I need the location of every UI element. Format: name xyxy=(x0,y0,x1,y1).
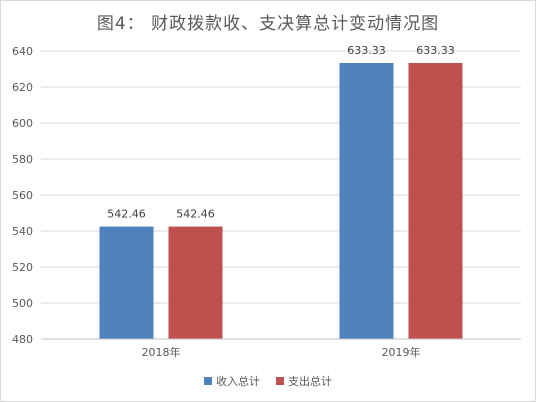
data-label: 542.46 xyxy=(107,208,146,221)
y-tick-label: 480 xyxy=(12,333,33,346)
bar xyxy=(99,226,154,339)
bars: 542.46 542.46 633.33 633.33 xyxy=(99,44,463,339)
y-tick-label: 500 xyxy=(12,297,33,310)
legend-item-expense: 支出总计 xyxy=(276,373,332,389)
y-tick-label: 580 xyxy=(12,153,33,166)
chart-title: 图4： 财政拨款收、支决算总计变动情况图 xyxy=(96,14,440,34)
data-label: 633.33 xyxy=(347,44,386,57)
y-tick-label: 620 xyxy=(12,81,33,94)
legend-item-income: 收入总计 xyxy=(204,373,260,389)
y-tick-label: 600 xyxy=(12,117,33,130)
x-axis: 2018年 2019年 xyxy=(41,338,521,359)
legend-label-income: 收入总计 xyxy=(216,375,260,388)
x-tick-label: 2019年 xyxy=(382,345,421,359)
legend-swatch-expense xyxy=(276,377,284,385)
data-label: 633.33 xyxy=(416,44,455,57)
bar xyxy=(339,63,394,339)
legend: 收入总计 支出总计 xyxy=(1,373,535,389)
y-tick-label: 560 xyxy=(12,189,33,202)
y-tick-label: 640 xyxy=(12,45,33,58)
bar xyxy=(168,226,223,339)
x-tick-label: 2018年 xyxy=(142,345,181,359)
y-axis: 480 500 520 540 560 580 600 620 640 xyxy=(12,45,33,346)
legend-swatch-income xyxy=(204,377,212,385)
y-tick-label: 540 xyxy=(12,225,33,238)
bar xyxy=(408,63,463,339)
data-label: 542.46 xyxy=(176,208,215,221)
y-tick-label: 520 xyxy=(12,261,33,274)
legend-label-expense: 支出总计 xyxy=(288,375,332,388)
